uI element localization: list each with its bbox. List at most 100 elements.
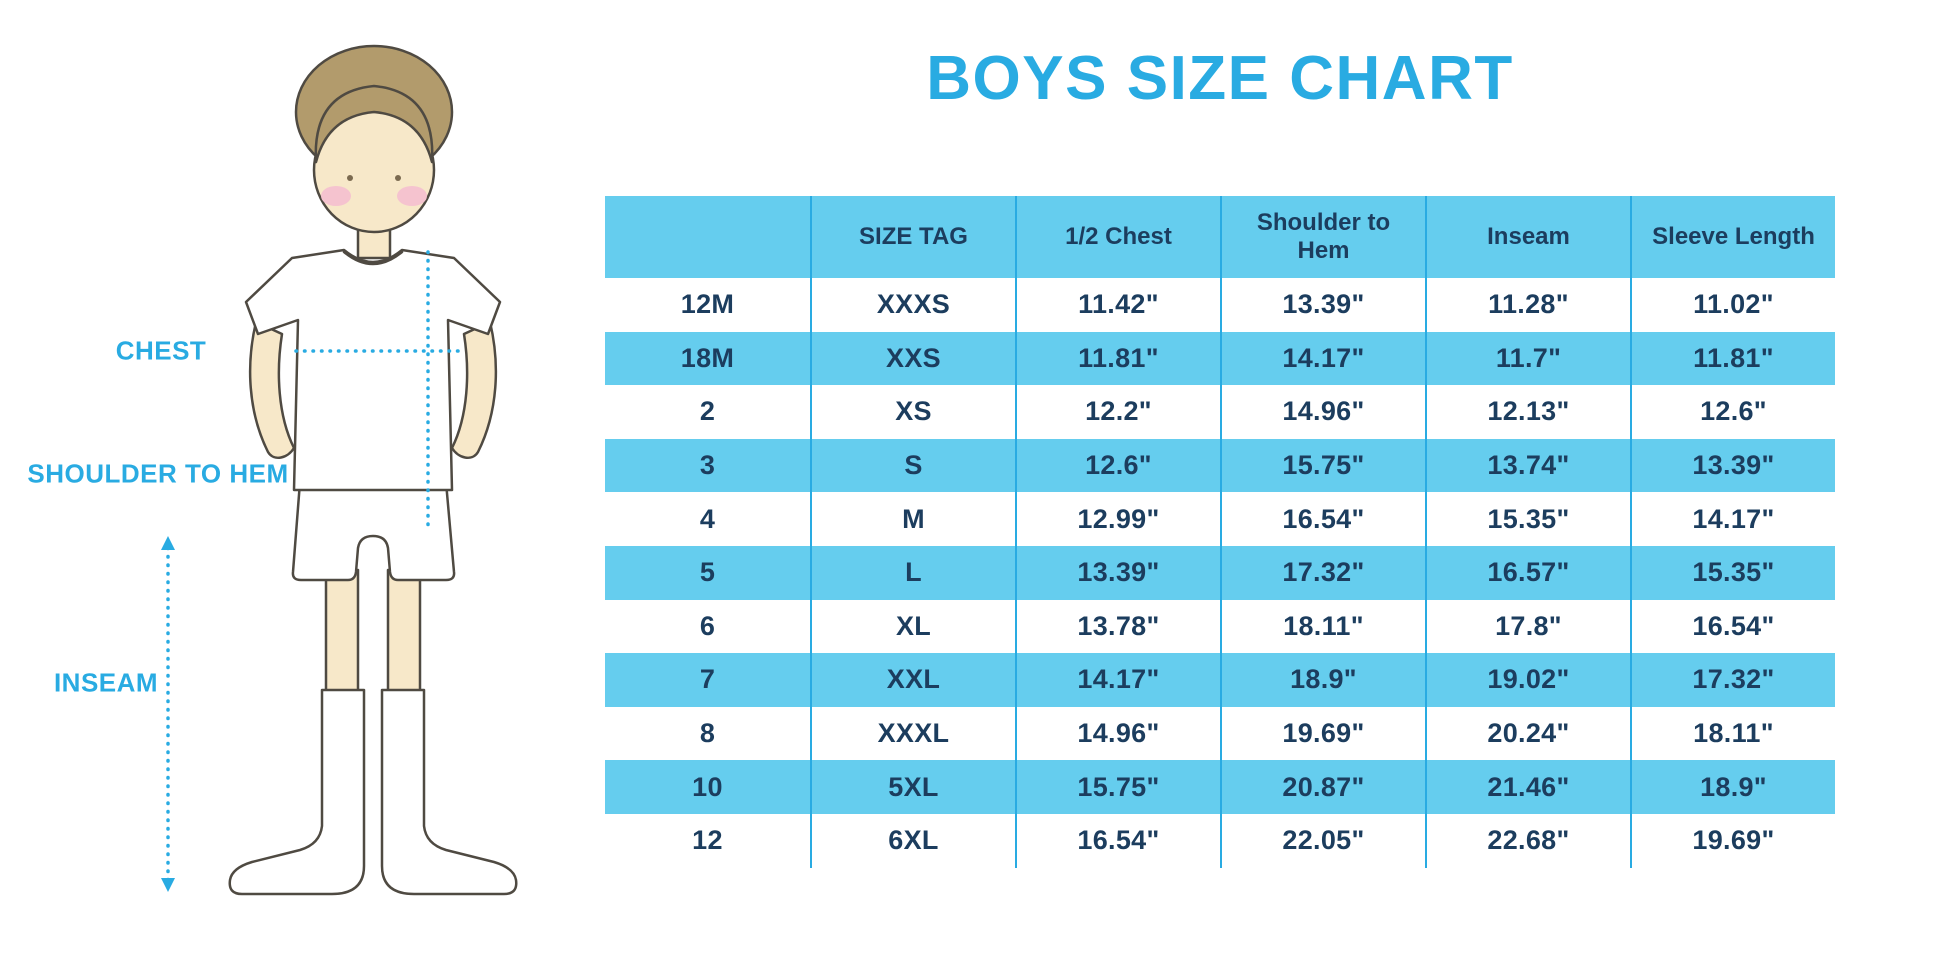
cell-size: 2 (699, 396, 716, 427)
cell-measurement: 14.17" (1630, 492, 1835, 546)
table-row: 7 XXL 14.17" 18.9" 19.02" 17.32" (605, 653, 1835, 707)
left-sock (228, 688, 366, 896)
cell-measurement: 12.2" (1015, 385, 1220, 439)
cell-size: 6 (699, 610, 716, 641)
right-leg (386, 568, 422, 704)
cell-size-tag: XXXS (810, 278, 1015, 332)
cell-size-tag: XXL (810, 653, 1015, 707)
cell-measurement: 22.05" (1220, 813, 1425, 868)
cell-size: 12M (680, 289, 735, 320)
cell-measurement: 15.75" (1015, 760, 1220, 814)
cell-measurement: 11.7" (1425, 331, 1630, 386)
cell-measurement: 11.81" (1630, 331, 1835, 386)
table-header-row: SIZE TAG 1/2 Chest Shoulder to Hem Inseam Sl… (605, 196, 1835, 278)
cell-size: 18M (680, 342, 735, 373)
cell-size: 12 (692, 825, 723, 856)
header-cell: Inseam (1425, 196, 1630, 278)
cell-measurement: 14.96" (1015, 706, 1220, 761)
cell-size-tag: L (810, 545, 1015, 600)
cell-measurement: 16.54" (1630, 599, 1835, 654)
cell-measurement: 18.9" (1220, 653, 1425, 707)
cell-size: 8 (699, 718, 716, 749)
left-cheek (321, 186, 351, 206)
cell-measurement: 13.78" (1015, 599, 1220, 654)
cell-size-tag: XL (810, 599, 1015, 654)
cell-measurement: 21.46" (1425, 760, 1630, 814)
table-row: 12 6XL 16.54" 22.05" 22.68" 19.69" (605, 813, 1835, 868)
inseam-arrow-top-icon (161, 536, 175, 550)
cell-size: 4 (699, 503, 716, 534)
cell-size: 7 (699, 664, 716, 695)
cell-measurement: 18.9" (1630, 760, 1835, 814)
cell-measurement: 11.42" (1015, 278, 1220, 332)
cell-measurement: 20.24" (1425, 706, 1630, 761)
cell-measurement: 15.35" (1425, 492, 1630, 546)
shorts (291, 480, 456, 582)
cell-size-tag: M (810, 492, 1015, 546)
header-cell: Shoulder to Hem (1220, 196, 1425, 278)
cell-measurement: 12.6" (1015, 438, 1220, 493)
cell-measurement: 13.39" (1015, 545, 1220, 600)
cell-measurement: 17.32" (1220, 545, 1425, 600)
cell-measurement: 14.17" (1220, 331, 1425, 386)
cell-measurement: 12.13" (1425, 385, 1630, 439)
cell-measurement: 18.11" (1630, 706, 1835, 761)
cell-measurement: 22.68" (1425, 813, 1630, 868)
cell-measurement: 12.99" (1015, 492, 1220, 546)
cell-size-tag: XXS (810, 331, 1015, 386)
inseam-arrow-bottom-icon (161, 878, 175, 892)
left-eye (347, 175, 353, 181)
cell-measurement: 20.87" (1220, 760, 1425, 814)
table-row: 3 S 12.6" 15.75" 13.74" 13.39" (605, 438, 1835, 493)
header-cell: SIZE TAG (810, 196, 1015, 278)
chest-label: CHEST (115, 335, 207, 366)
hair-fringe (314, 84, 434, 164)
cell-measurement: 16.57" (1425, 545, 1630, 600)
table-row: 12M XXXS 11.42" 13.39" 11.28" 11.02" (605, 278, 1835, 332)
right-eye (395, 175, 401, 181)
cell-measurement: 16.54" (1015, 813, 1220, 868)
right-sock (380, 688, 518, 896)
cell-size-tag: 6XL (810, 813, 1015, 868)
cell-measurement: 16.54" (1220, 492, 1425, 546)
shoulder-to-hem-label: SHOULDER TO HEM (27, 458, 289, 489)
cell-measurement: 14.17" (1015, 653, 1220, 707)
right-arm (450, 320, 498, 460)
header-cell: 1/2 Chest (1015, 196, 1220, 278)
left-leg (324, 568, 360, 704)
cell-measurement: 19.69" (1630, 813, 1835, 868)
header-cell-empty (605, 196, 810, 278)
table-row: 2 XS 12.2" 14.96" 12.13" 12.6" (605, 385, 1835, 439)
cell-size-tag: S (810, 438, 1015, 493)
cell-measurement: 17.8" (1425, 599, 1630, 654)
size-chart-table: SIZE TAG 1/2 Chest Shoulder to Hem Inseam Sl… (605, 196, 1835, 868)
table-row: 8 XXXL 14.96" 19.69" 20.24" 18.11" (605, 706, 1835, 761)
table-row: 5 L 13.39" 17.32" 16.57" 15.35" (605, 545, 1835, 600)
right-cheek (397, 186, 427, 206)
cell-measurement: 13.39" (1630, 438, 1835, 493)
table-row: 6 XL 13.78" 18.11" 17.8" 16.54" (605, 599, 1835, 654)
collar-line (342, 250, 404, 266)
cell-measurement: 19.02" (1425, 653, 1630, 707)
cell-size-tag: XS (810, 385, 1015, 439)
cell-measurement: 13.74" (1425, 438, 1630, 493)
cell-size: 5 (699, 557, 716, 588)
table-row: 10 5XL 15.75" 20.87" 21.46" 18.9" (605, 760, 1835, 814)
cell-size-tag: XXXL (810, 706, 1015, 761)
table-row: 18M XXS 11.81" 14.17" 11.7" 11.81" (605, 331, 1835, 386)
cell-size-tag: 5XL (810, 760, 1015, 814)
table-row: 4 M 12.99" 16.54" 15.35" 14.17" (605, 492, 1835, 546)
cell-measurement: 11.28" (1425, 278, 1630, 332)
cell-measurement: 17.32" (1630, 653, 1835, 707)
cell-measurement: 14.96" (1220, 385, 1425, 439)
cell-measurement: 12.6" (1630, 385, 1835, 439)
cell-measurement: 11.81" (1015, 331, 1220, 386)
page-title: BOYS SIZE CHART (926, 44, 1514, 113)
cell-measurement: 13.39" (1220, 278, 1425, 332)
cell-measurement: 15.75" (1220, 438, 1425, 493)
cell-size: 3 (699, 450, 716, 481)
inseam-label: INSEAM (53, 667, 159, 698)
cell-measurement: 19.69" (1220, 706, 1425, 761)
cell-measurement: 11.02" (1630, 278, 1835, 332)
